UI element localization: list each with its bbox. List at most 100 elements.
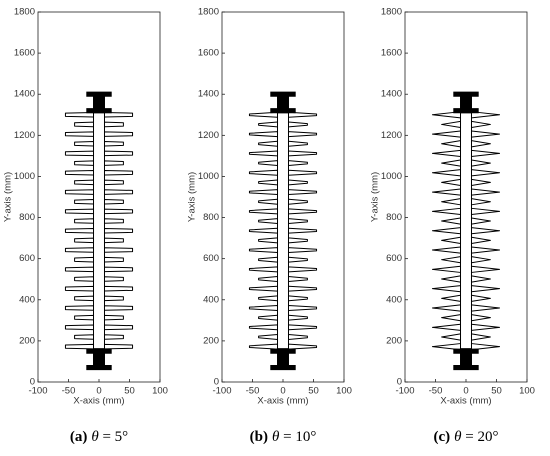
- x-tick-label: 100: [519, 386, 535, 397]
- end-fitting: [453, 91, 479, 114]
- caption: (b) θ = 10°: [250, 429, 317, 445]
- y-tick-label: 200: [386, 335, 402, 346]
- x-tick-label: -100: [28, 386, 47, 397]
- shed: [64, 189, 95, 195]
- y-tick-label: 800: [203, 212, 219, 223]
- y-tick-label: 1800: [381, 7, 402, 18]
- shed: [64, 324, 95, 331]
- x-axis-label: X-axis (mm): [73, 396, 124, 407]
- shed: [431, 227, 462, 235]
- shed: [431, 111, 462, 119]
- panel: -100 -50 0 50 100020040060080010001200140016…: [187, 7, 352, 446]
- x-tick-label: -50: [246, 386, 260, 397]
- end-fitting: [86, 348, 112, 371]
- shed: [258, 295, 279, 302]
- shed: [287, 169, 318, 176]
- y-tick-label: 200: [203, 335, 219, 346]
- shed: [103, 334, 124, 340]
- shed: [287, 266, 318, 273]
- caption: (a) θ = 5°: [70, 429, 128, 445]
- shed: [431, 323, 462, 331]
- y-tick-label: 400: [386, 294, 402, 305]
- shed: [470, 130, 501, 138]
- shed: [441, 314, 462, 322]
- shed: [470, 265, 501, 273]
- shed: [64, 305, 95, 311]
- end-fitting: [86, 91, 112, 114]
- y-tick-label: 1200: [14, 130, 35, 141]
- y-tick-label: 600: [203, 253, 219, 264]
- shed: [470, 188, 501, 196]
- y-tick-label: 1200: [198, 130, 219, 141]
- shed: [441, 294, 462, 302]
- shed: [103, 266, 134, 273]
- shed: [470, 285, 501, 293]
- y-tick-label: 1000: [381, 171, 402, 182]
- shed: [248, 189, 279, 196]
- shed: [287, 237, 308, 244]
- shed: [74, 295, 95, 302]
- y-tick-label: 600: [386, 253, 402, 264]
- shed: [431, 130, 462, 138]
- shed: [431, 149, 462, 158]
- shed: [103, 141, 124, 147]
- shed: [103, 169, 134, 176]
- caption-symbol: θ: [454, 429, 462, 445]
- shed: [431, 188, 462, 196]
- shed: [74, 141, 95, 147]
- shed: [74, 276, 95, 282]
- shed: [470, 323, 501, 331]
- shed: [248, 305, 279, 311]
- shed: [441, 217, 462, 225]
- shed: [441, 120, 462, 129]
- y-tick-label: 800: [19, 212, 35, 223]
- x-tick-label: 100: [152, 386, 168, 397]
- caption: (c) θ = 20°: [434, 429, 499, 445]
- shed: [103, 256, 124, 263]
- shed: [258, 179, 279, 186]
- shed: [287, 121, 308, 128]
- shed: [248, 343, 279, 350]
- shed: [103, 218, 124, 224]
- y-axis-label: Y-axis (mm): [3, 172, 14, 222]
- caption-symbol: θ: [91, 429, 99, 445]
- shed: [74, 334, 95, 340]
- x-axis-label: X-axis (mm): [440, 396, 491, 407]
- shed: [470, 120, 491, 129]
- shed: [64, 285, 95, 292]
- shed: [248, 131, 279, 138]
- shed: [248, 169, 279, 176]
- shed: [431, 304, 462, 312]
- caption-label: (c): [434, 429, 451, 445]
- shed: [441, 256, 462, 264]
- shed: [248, 150, 279, 157]
- x-tick-label: -100: [395, 386, 414, 397]
- caption-text: = 10°: [279, 429, 316, 445]
- shed: [103, 324, 134, 331]
- shed: [258, 276, 279, 282]
- x-tick-label: 50: [308, 386, 319, 397]
- end-fitting: [453, 348, 479, 371]
- y-tick-label: 1200: [381, 130, 402, 141]
- shed: [103, 343, 134, 350]
- shed: [470, 198, 491, 206]
- shed: [470, 275, 491, 283]
- shed: [287, 276, 308, 282]
- shed: [74, 218, 95, 224]
- shed: [470, 140, 491, 148]
- y-tick-label: 1600: [198, 48, 219, 59]
- shed: [74, 160, 95, 166]
- y-tick-label: 1400: [14, 89, 35, 100]
- y-tick-label: 1400: [381, 89, 402, 100]
- y-tick-label: 0: [214, 377, 219, 388]
- shed: [248, 227, 279, 234]
- shed: [74, 121, 95, 128]
- shed: [103, 237, 124, 244]
- shed: [431, 343, 462, 351]
- core: [93, 112, 105, 350]
- shed: [103, 112, 134, 118]
- shed: [431, 246, 462, 254]
- x-tick-label: 50: [124, 386, 135, 397]
- x-tick-label: -50: [62, 386, 76, 397]
